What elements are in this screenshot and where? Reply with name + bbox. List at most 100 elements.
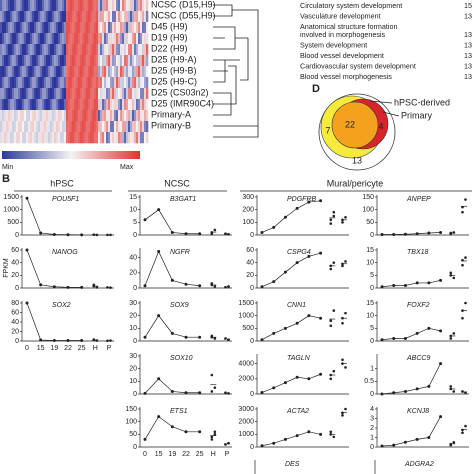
y-tick-label: 1500 — [3, 194, 19, 201]
heat-cell — [134, 22, 137, 34]
heat-cell — [98, 132, 101, 144]
heat-cell — [70, 88, 73, 100]
heat-cell — [92, 99, 95, 111]
heat-cell — [54, 33, 57, 45]
heat-cell — [6, 77, 9, 89]
heat-cell — [104, 88, 107, 100]
replicate-point — [329, 267, 333, 271]
heat-cell — [50, 55, 53, 67]
heat-cell — [18, 33, 21, 45]
heat-cell — [6, 55, 9, 67]
heat-cell — [96, 110, 99, 122]
row-label: NCSC (D55,H9) — [151, 10, 216, 20]
heat-cell — [144, 0, 147, 12]
heat-cell — [22, 0, 25, 12]
heat-cell — [106, 44, 109, 56]
heat-cell — [28, 66, 31, 78]
heat-cell — [4, 0, 7, 12]
replicate-point — [329, 430, 333, 434]
heat-cell — [40, 121, 43, 133]
heat-cell — [62, 99, 65, 111]
data-point — [415, 437, 419, 441]
heat-cell — [24, 121, 27, 133]
heat-cell — [142, 121, 145, 133]
heat-cell — [94, 33, 97, 45]
heat-cell — [30, 0, 33, 12]
heat-cell — [108, 121, 111, 133]
data-point — [170, 230, 174, 234]
heat-cell — [134, 44, 137, 56]
heat-cell — [72, 110, 75, 122]
heat-cell — [114, 11, 117, 23]
y-tick-label: 1000 — [3, 207, 19, 214]
heat-cell — [12, 66, 15, 78]
heat-cell — [130, 77, 133, 89]
heat-cell — [116, 88, 119, 100]
data-point — [380, 285, 384, 289]
heat-cell — [70, 99, 73, 111]
data-point — [143, 335, 147, 339]
heat-cell — [18, 99, 21, 111]
gene-title: DES — [285, 461, 300, 468]
heat-cell — [70, 66, 73, 78]
data-point — [184, 335, 188, 339]
heat-cell — [22, 88, 25, 100]
heat-cell — [102, 77, 105, 89]
data-point — [143, 218, 147, 222]
heat-cell — [4, 99, 7, 111]
replicate-point — [341, 321, 344, 325]
heat-cell — [62, 44, 65, 56]
heat-cell — [136, 88, 139, 100]
panel-label: D — [312, 83, 320, 95]
heat-cell — [120, 55, 123, 67]
heat-cell — [88, 66, 91, 78]
heat-cell — [90, 121, 93, 133]
heat-cell — [110, 88, 113, 100]
heat-cell — [86, 44, 89, 56]
heat-cell — [98, 121, 101, 133]
heat-cell — [58, 77, 61, 89]
heat-cell — [56, 132, 59, 144]
data-point — [260, 444, 264, 448]
heat-cell — [46, 121, 49, 133]
heat-cell — [70, 121, 73, 133]
data-line — [261, 252, 321, 288]
data-point — [80, 233, 84, 237]
heat-cell — [74, 110, 77, 122]
heat-cell — [144, 22, 147, 34]
heat-cell — [100, 33, 103, 45]
heat-cell — [74, 132, 77, 144]
heat-cell — [60, 121, 63, 133]
heat-cell — [84, 33, 87, 45]
heat-cell — [136, 0, 139, 12]
heat-cell — [138, 66, 141, 78]
heat-cell — [116, 55, 119, 67]
gene-title: ADGRA2 — [404, 461, 434, 468]
venn-count: 13 — [352, 155, 362, 165]
heat-cell — [70, 77, 73, 89]
venn-count: 4 — [378, 121, 383, 131]
heat-cell — [50, 11, 53, 23]
heat-cell — [42, 121, 45, 133]
heat-cell — [126, 33, 129, 45]
heat-cell — [14, 132, 17, 144]
heat-cell — [90, 88, 93, 100]
data-point — [319, 432, 323, 436]
heat-cell — [138, 121, 141, 133]
heat-cell — [86, 99, 89, 111]
heat-cell — [32, 55, 35, 67]
heat-cell — [104, 110, 107, 122]
heat-cell — [30, 55, 33, 67]
heat-cell — [90, 110, 93, 122]
data-point — [380, 392, 384, 396]
heat-cell — [30, 121, 33, 133]
heat-cell — [96, 33, 99, 45]
replicate-point — [452, 440, 456, 444]
heat-cell — [20, 11, 23, 23]
heat-cell — [114, 66, 117, 78]
heat-cell — [30, 88, 33, 100]
heat-cell — [10, 132, 13, 144]
data-point — [272, 441, 276, 445]
heat-cell — [92, 22, 95, 34]
y-tick-label: 150 — [362, 194, 374, 201]
